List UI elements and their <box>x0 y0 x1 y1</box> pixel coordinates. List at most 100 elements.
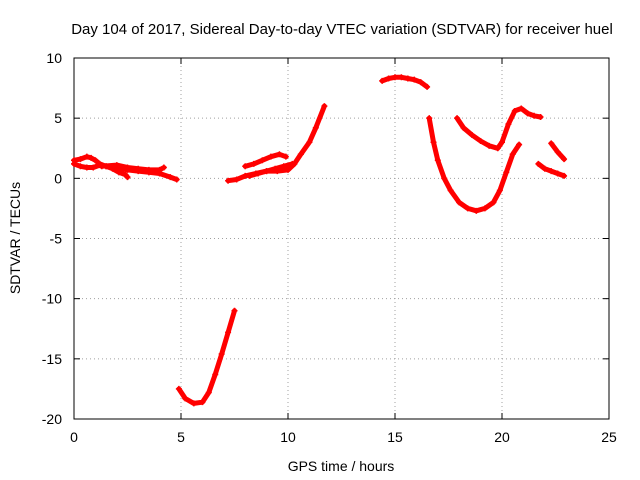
data-point <box>190 400 197 407</box>
data-point <box>272 165 279 172</box>
data-point <box>554 170 561 177</box>
data-point <box>426 115 433 122</box>
y-tick-label: -15 <box>42 351 62 367</box>
data-point <box>511 107 518 114</box>
data-point <box>548 168 555 175</box>
data-point <box>385 75 392 82</box>
data-point <box>113 162 120 169</box>
data-point <box>276 151 283 158</box>
y-axis-label: SDTVAR / TECUs <box>7 182 23 294</box>
data-point <box>541 165 548 172</box>
data-point <box>441 175 448 182</box>
data-point <box>250 160 257 167</box>
data-point <box>503 169 510 176</box>
data-point <box>499 139 505 146</box>
data-point <box>255 170 262 177</box>
data-point <box>90 164 97 171</box>
series-arc-8 <box>379 74 431 90</box>
data-point <box>83 164 90 171</box>
data-point <box>454 115 461 122</box>
data-point <box>424 83 431 90</box>
data-point <box>430 139 437 146</box>
y-tick-label: -5 <box>50 231 63 247</box>
data-point <box>554 148 561 155</box>
data-point <box>212 371 219 378</box>
data-point <box>392 74 398 81</box>
y-tick-label: 5 <box>54 110 62 126</box>
data-point <box>246 172 253 179</box>
data-point <box>160 164 167 171</box>
data-point <box>486 142 493 149</box>
data-point <box>77 163 84 170</box>
series-arc-9 <box>426 115 523 214</box>
data-point <box>524 110 531 117</box>
data-point <box>280 163 287 170</box>
x-tick-label: 15 <box>387 429 403 445</box>
series-arc-10 <box>454 105 544 152</box>
data-point <box>404 75 411 82</box>
data-point <box>460 124 467 131</box>
data-point <box>516 141 523 148</box>
data-point <box>297 151 304 158</box>
data-point <box>263 168 270 175</box>
series-arc-3 <box>98 162 167 173</box>
data-point <box>218 351 225 358</box>
y-tick-label: 10 <box>46 50 62 66</box>
data-point <box>124 174 131 181</box>
data-point <box>531 112 538 119</box>
data-point <box>205 389 212 396</box>
x-tick-label: 25 <box>601 429 617 445</box>
grid <box>74 58 609 419</box>
data-point <box>496 187 503 194</box>
data-point <box>135 165 142 172</box>
data-point <box>182 395 189 402</box>
data-point <box>321 103 328 110</box>
axis-ticks: 0 5 10 15 20 25 -20 -15 -10 -5 0 5 10 <box>42 50 617 445</box>
data-point <box>83 153 90 160</box>
data-point <box>518 105 525 112</box>
data-point <box>225 329 232 336</box>
data-point <box>77 156 84 163</box>
data-point <box>561 172 568 179</box>
data-point <box>145 166 152 173</box>
data-point <box>535 160 542 167</box>
data-point <box>464 205 471 212</box>
series-arc-7 <box>246 160 296 179</box>
data-point <box>473 207 480 214</box>
series-line <box>176 308 237 406</box>
y-tick-label: -20 <box>42 411 62 427</box>
data-point <box>175 385 182 392</box>
data-point <box>548 140 555 147</box>
x-tick-label: 5 <box>177 429 185 445</box>
data-point <box>447 187 454 194</box>
data-point <box>537 113 544 120</box>
chart-title: Day 104 of 2017, Sidereal Day-to-day VTE… <box>71 21 613 38</box>
data-point <box>285 166 291 173</box>
data-point <box>259 157 266 164</box>
series-arc-11 <box>535 160 568 179</box>
data-point <box>477 138 484 145</box>
data-point <box>434 157 441 164</box>
data-point <box>233 176 240 183</box>
data-point <box>411 76 418 83</box>
data-point <box>490 199 497 206</box>
data-point <box>561 156 568 163</box>
data-point <box>289 160 296 167</box>
data-point <box>115 169 122 176</box>
data-point <box>199 399 206 406</box>
data-point <box>306 139 313 146</box>
data-point <box>379 77 386 84</box>
data-point <box>469 132 476 139</box>
data-point <box>92 157 99 164</box>
data-point <box>505 121 512 128</box>
series-arc-4 <box>175 307 238 407</box>
data-series <box>71 74 568 407</box>
data-point <box>225 177 232 184</box>
series-line <box>426 115 522 214</box>
x-tick-label: 20 <box>494 429 510 445</box>
series-arc-6 <box>242 151 289 170</box>
data-point <box>417 79 424 86</box>
data-point <box>124 164 131 171</box>
data-point <box>456 199 463 206</box>
